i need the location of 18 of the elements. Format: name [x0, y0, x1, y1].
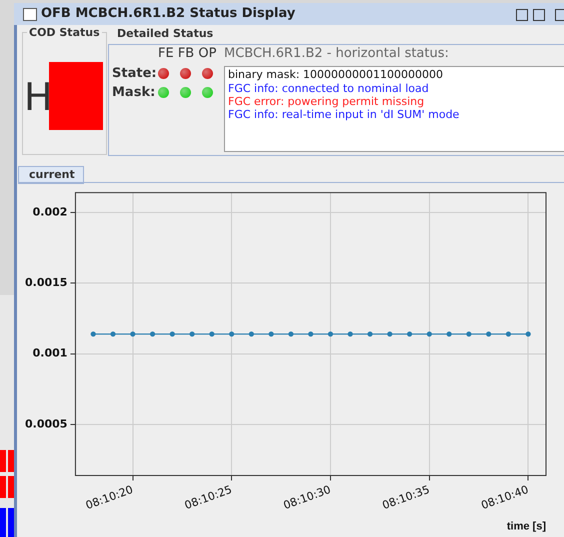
- x-axis-title: time [s]: [506, 520, 546, 532]
- y-tick-label: 0.001: [32, 346, 68, 360]
- y-tick-label: 0.0015: [24, 276, 68, 289]
- text: COD Status: [27, 26, 102, 39]
- text: State:: [112, 66, 157, 81]
- text: FE FB OP: [158, 46, 216, 61]
- text: FGC error: powering permit missing: [228, 95, 424, 108]
- text: Detailed Status: [117, 27, 214, 40]
- text: FGC info: real-time input in 'dI SUM' mode: [228, 108, 460, 121]
- text: Mask:: [112, 85, 156, 100]
- y-tick-label: 0.002: [32, 205, 68, 218]
- text: MCBCH.6R1.B2 - horizontal status:: [224, 46, 449, 61]
- text: current: [29, 168, 75, 181]
- chart-title: OFB MCBCH.6R1.B2 Status Display: [41, 6, 296, 21]
- text: H: [24, 75, 53, 119]
- text: binary mask: 10000000001100000000: [228, 68, 444, 81]
- y-tick-label: 0.0005: [24, 417, 68, 430]
- text: FGC info: connected to nominal load: [228, 82, 429, 95]
